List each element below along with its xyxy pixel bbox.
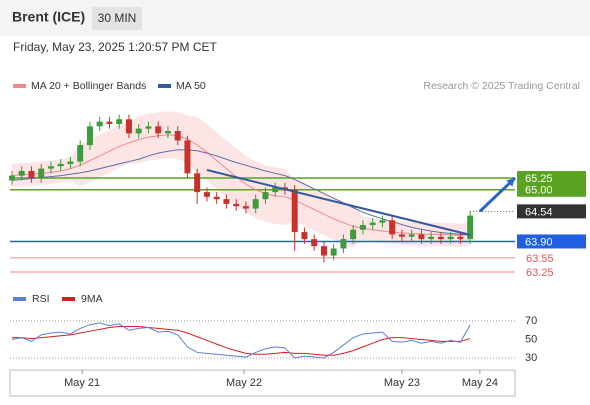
- candle-body: [155, 126, 162, 134]
- candle-body: [262, 192, 269, 200]
- x-tick-label: May 21: [64, 377, 100, 389]
- candle-body: [272, 187, 279, 193]
- x-tick-label: May 24: [462, 377, 498, 389]
- candle-body: [174, 131, 181, 141]
- timeframe: 30 MIN: [98, 11, 137, 25]
- timeframe-box: [92, 7, 142, 30]
- candle-body: [418, 234, 425, 240]
- arrow-head: [506, 178, 515, 187]
- candle-body: [164, 131, 171, 134]
- level-label: 65.25: [525, 173, 553, 185]
- candle-body: [252, 199, 259, 209]
- candle-body: [447, 236, 454, 240]
- candle-body: [67, 161, 74, 164]
- candle-body: [467, 215, 474, 240]
- candle-body: [135, 128, 142, 134]
- legend-label: MA 20 + Bollinger Bands: [31, 80, 146, 92]
- candle-body: [203, 192, 210, 197]
- level-label: 64.54: [525, 206, 553, 218]
- subtitle: Friday, May 23, 2025 1:20:57 PM CET: [13, 40, 218, 54]
- rsi-ma-line: [11, 326, 471, 356]
- candle-body: [125, 119, 132, 134]
- candle-body: [340, 239, 347, 249]
- candle-body: [145, 126, 152, 129]
- candle-body: [301, 232, 308, 240]
- candle-body: [28, 170, 35, 179]
- credit: Research © 2025 Trading Central: [423, 80, 580, 92]
- x-tick-label: May 22: [226, 377, 262, 389]
- level-label: 63.90: [525, 236, 553, 248]
- candle-body: [77, 145, 84, 162]
- candle-body: [330, 248, 337, 256]
- candle-body: [57, 163, 64, 167]
- level-box: [517, 204, 586, 219]
- candle-body: [194, 173, 201, 193]
- rsi-tick-label: 50: [525, 333, 537, 345]
- candle-body: [38, 168, 45, 179]
- trendline: [206, 169, 471, 236]
- candle-body: [379, 220, 386, 223]
- legend-label: MA 50: [176, 80, 206, 92]
- candle-body: [437, 236, 444, 240]
- level-label: 63.25: [526, 267, 554, 279]
- candle-body: [291, 189, 298, 233]
- legend-swatch: [13, 84, 26, 88]
- candle-body: [106, 121, 113, 124]
- rsi-line: [11, 322, 471, 359]
- candle-body: [18, 170, 25, 176]
- candle-body: [311, 239, 318, 247]
- rsi-tick-label: 70: [525, 315, 537, 327]
- candle-body: [8, 175, 15, 181]
- candle-body: [408, 234, 415, 237]
- level-label: 63.55: [526, 253, 554, 265]
- candle-body: [213, 196, 220, 200]
- level-box: [517, 182, 586, 197]
- level-box: [517, 234, 586, 249]
- legend-swatch: [62, 297, 75, 301]
- candle-body: [116, 119, 123, 124]
- candle-body: [242, 206, 249, 209]
- candle-body: [350, 229, 357, 240]
- x-axis-frame: [9, 369, 516, 397]
- candle-body: [359, 225, 366, 230]
- candle-body: [96, 121, 103, 127]
- candle-body: [398, 234, 405, 237]
- candle-body: [389, 220, 396, 235]
- level-label: 65.00: [525, 185, 553, 197]
- arrow-shaft: [478, 176, 517, 213]
- candle-body: [428, 236, 435, 240]
- candle-body: [369, 222, 376, 226]
- candle-body: [184, 140, 191, 174]
- legend-swatch: [13, 297, 26, 301]
- level-box: [517, 171, 586, 186]
- candle-body: [47, 166, 54, 169]
- legend-label: RSI: [32, 293, 50, 305]
- header-bar: [0, 0, 590, 36]
- candle-body: [223, 199, 230, 204]
- x-tick-label: May 23: [384, 377, 420, 389]
- rsi-tick-label: 30: [525, 352, 537, 364]
- candle-body: [86, 126, 93, 146]
- legend-label: 9MA: [81, 293, 103, 305]
- candle-body: [457, 236, 464, 240]
- candle-body: [233, 203, 240, 207]
- title: Brent (ICE): [12, 9, 85, 25]
- candle-body: [320, 246, 327, 256]
- legend-swatch: [158, 84, 171, 88]
